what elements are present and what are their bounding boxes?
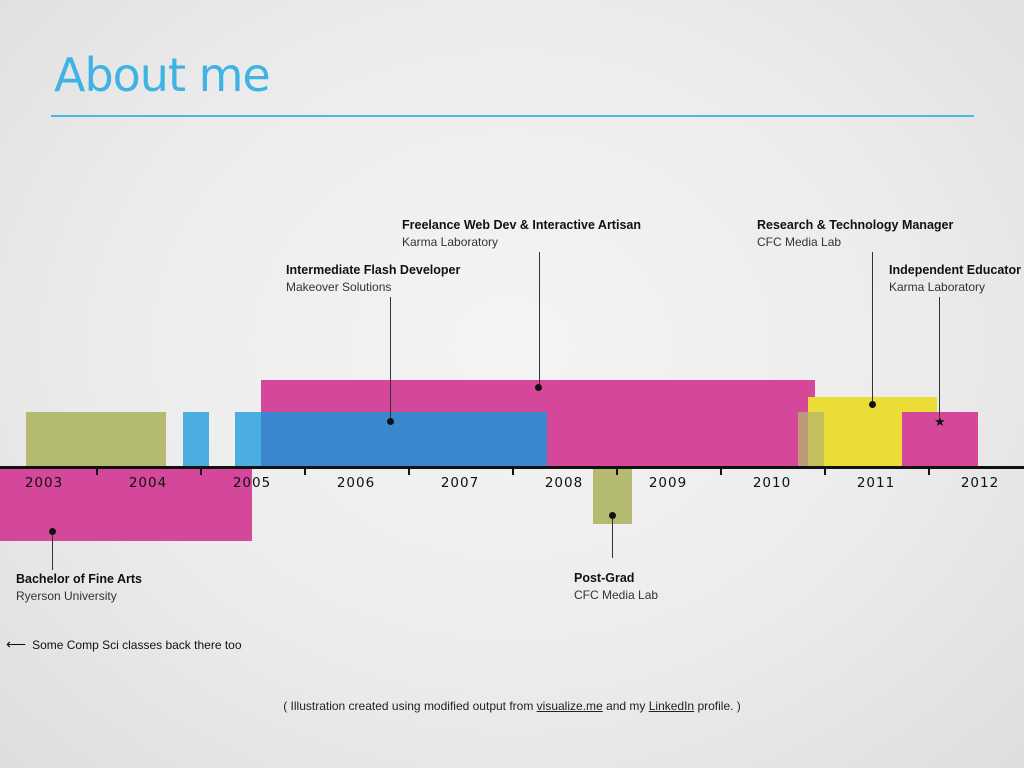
comp-sci-note: ⟵ Some Comp Sci classes back there too <box>6 636 242 653</box>
axis-tick <box>720 469 722 475</box>
year-label: 2005 <box>232 475 272 491</box>
star-icon: ★ <box>934 414 946 429</box>
marker-postgrad <box>609 512 616 519</box>
axis-tick <box>200 469 202 475</box>
year-label: 2007 <box>440 475 480 491</box>
bar-study-2004 <box>26 412 166 467</box>
bar-small-olive <box>798 412 824 467</box>
connector-freelance <box>539 252 540 387</box>
footer-prefix: ( Illustration created using modified ou… <box>283 699 537 713</box>
axis-tick <box>304 469 306 475</box>
axis-tick <box>616 469 618 475</box>
axis-tick <box>96 469 98 475</box>
visualize-me-link[interactable]: visualize.me <box>536 699 603 713</box>
axis-tick <box>824 469 826 475</box>
entry-title-educator: Independent Educator <box>889 263 1021 277</box>
bar-small-blue-1 <box>183 412 209 467</box>
footer-suffix: profile. ) <box>694 699 741 713</box>
title-divider <box>51 115 974 117</box>
marker-flash <box>387 418 394 425</box>
bar-flash <box>261 412 547 467</box>
entry-org-educator: Karma Laboratory <box>889 280 986 294</box>
note-text: Some Comp Sci classes back there too <box>32 638 242 652</box>
arrow-left-icon: ⟵ <box>6 636 27 652</box>
year-label: 2011 <box>856 475 896 491</box>
marker-freelance <box>535 384 542 391</box>
year-label: 2009 <box>648 475 688 491</box>
entry-title-bfa: Bachelor of Fine Arts <box>16 572 142 586</box>
entry-title-research: Research & Technology Manager <box>757 218 954 232</box>
entry-org-research: CFC Media Lab <box>757 235 842 249</box>
marker-bfa <box>49 528 56 535</box>
year-label: 2010 <box>752 475 792 491</box>
entry-org-postgrad: CFC Media Lab <box>574 588 659 602</box>
footer-middle: and my <box>602 699 649 713</box>
year-label: 2008 <box>544 475 584 491</box>
footer-caption: ( Illustration created using modified ou… <box>0 699 1024 713</box>
timeline-axis <box>0 466 1024 469</box>
year-label: 2003 <box>24 475 64 491</box>
entry-org-freelance: Karma Laboratory <box>402 235 499 249</box>
connector-bfa <box>52 532 53 570</box>
page-title: About me <box>54 48 271 102</box>
bar-small-blue-2 <box>235 412 261 467</box>
year-label: 2004 <box>128 475 168 491</box>
year-label: 2012 <box>960 475 1000 491</box>
connector-research <box>872 252 873 404</box>
entry-org-bfa: Ryerson University <box>16 589 117 603</box>
axis-tick <box>512 469 514 475</box>
axis-tick <box>408 469 410 475</box>
bar-bfa <box>0 469 252 541</box>
marker-research <box>869 401 876 408</box>
connector-educator <box>939 297 940 417</box>
entry-org-flash: Makeover Solutions <box>286 280 392 294</box>
year-label: 2006 <box>336 475 376 491</box>
entry-title-postgrad: Post-Grad <box>574 571 635 585</box>
connector-postgrad <box>612 516 613 558</box>
axis-tick <box>928 469 930 475</box>
entry-title-freelance: Freelance Web Dev & Interactive Artisan <box>402 218 641 232</box>
linkedin-link[interactable]: LinkedIn <box>648 699 695 713</box>
connector-flash <box>390 297 391 421</box>
entry-title-flash: Intermediate Flash Developer <box>286 263 461 277</box>
bar-educator <box>902 412 978 467</box>
